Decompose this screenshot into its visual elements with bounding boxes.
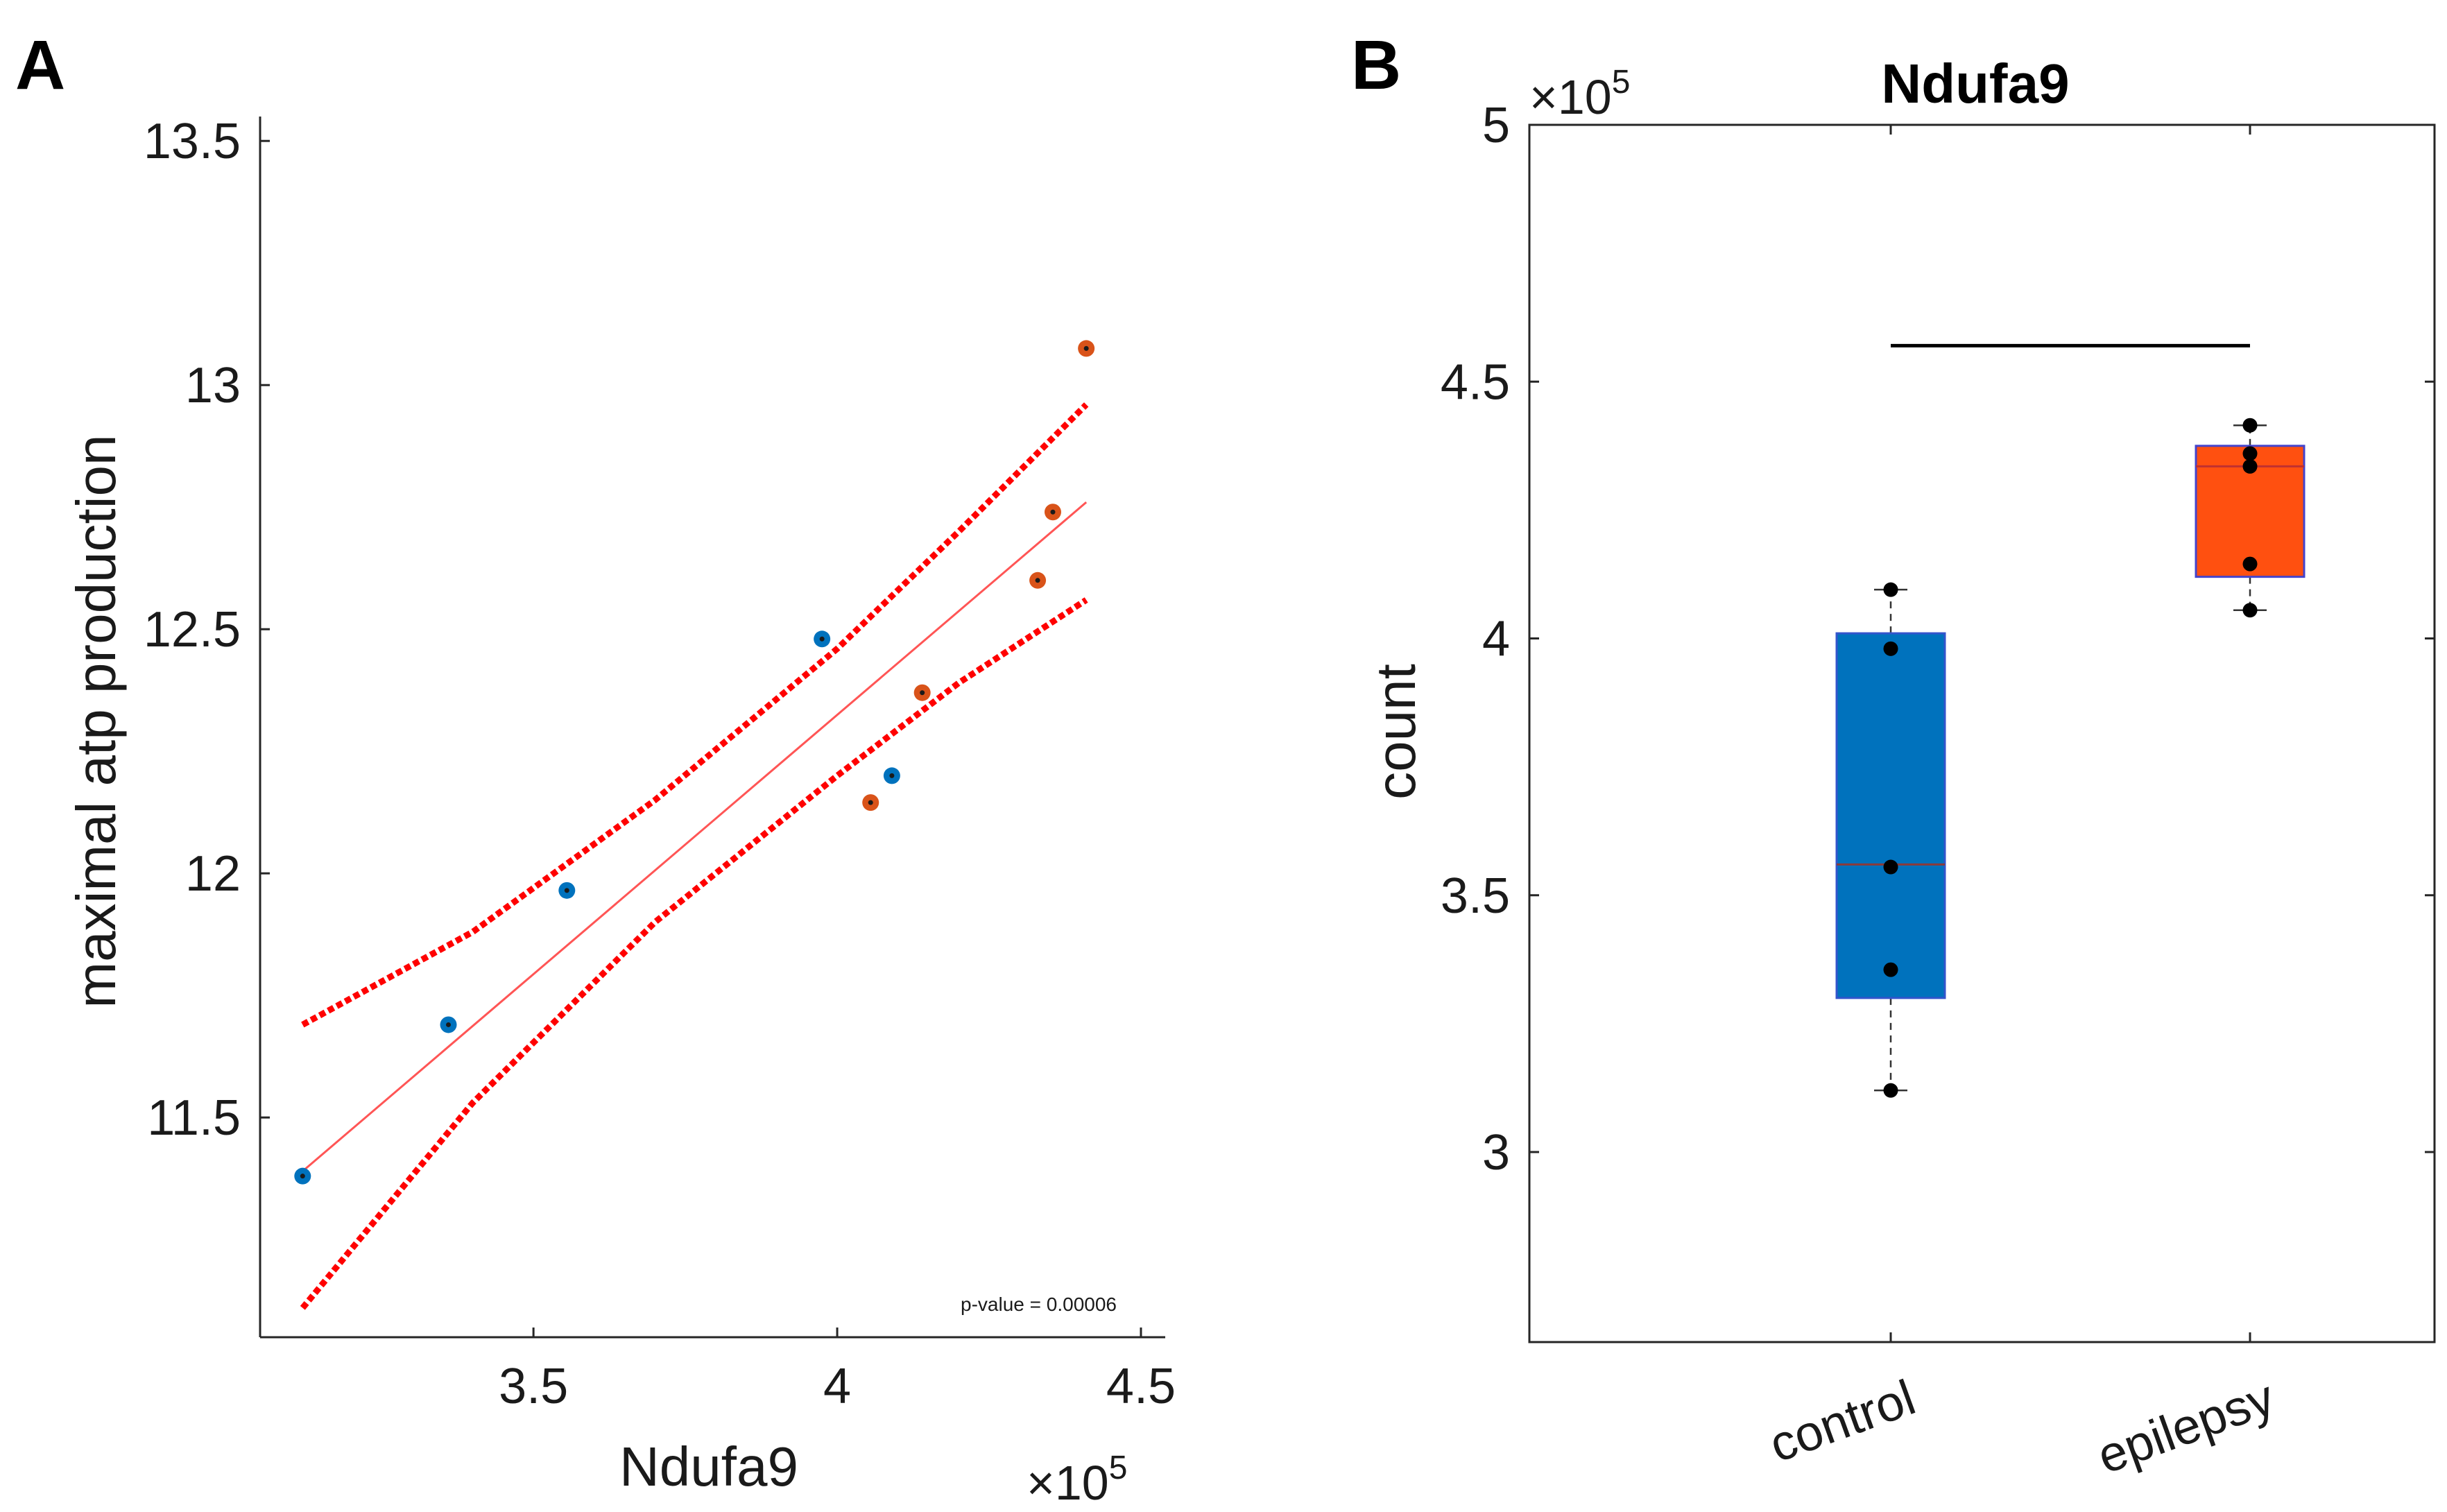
- box-data-point: [2242, 418, 2258, 433]
- panel-label-a: A: [15, 26, 65, 104]
- box-elements: [1835, 343, 2306, 1092]
- scatter-x-tick-label: 4.5: [1106, 1359, 1176, 1414]
- box-axes-frame: [1528, 123, 2436, 1343]
- box-y-tick-label: 3: [1482, 1125, 1510, 1180]
- box-category-label: control: [1762, 1370, 1922, 1473]
- box-data-point: [2242, 446, 2258, 461]
- scatter-point-center: [1035, 578, 1040, 583]
- scatter-point-center: [1050, 509, 1056, 515]
- scatter-point-center: [819, 636, 825, 642]
- fit-line: [302, 501, 1088, 1172]
- box-category-label: epilepsy: [2090, 1370, 2282, 1485]
- box-y-multiplier-base: ×10: [1529, 70, 1612, 124]
- scatter-y-tick-label: 12.5: [144, 602, 241, 658]
- scatter-point-center: [1083, 345, 1089, 351]
- scatter-point-center: [868, 800, 873, 805]
- regression-line: [302, 501, 1088, 1172]
- box-data-point: [1883, 582, 1898, 597]
- scatter-y-tick-label: 12: [185, 846, 241, 902]
- box-points: [1883, 418, 2258, 1098]
- box-data-point: [2242, 603, 2258, 618]
- scatter-point-center: [889, 773, 895, 778]
- scatter-axes: [259, 117, 1165, 1339]
- scatter-points: [294, 340, 1095, 1185]
- box-y-tick-label: 4.5: [1441, 354, 1510, 410]
- p-value-annotation: p-value = 0.00006: [961, 1294, 1117, 1315]
- scatter-point-center: [564, 888, 569, 893]
- scatter-x-multiplier: ×105: [1027, 1450, 1127, 1510]
- scatter-point-center: [300, 1174, 305, 1179]
- box-data-point: [2242, 556, 2258, 572]
- box-chart-title: Ndufa9: [1881, 53, 2069, 114]
- box-data-point: [2242, 458, 2258, 474]
- scatter-y-tick-label: 13.5: [144, 114, 241, 169]
- box-y-tick-label: 3.5: [1441, 868, 1510, 924]
- scatter-x-tick-label: 4: [823, 1359, 851, 1414]
- panel-label-b: B: [1351, 26, 1401, 104]
- box-data-point: [1883, 859, 1898, 875]
- scatter-chart: 3.5 4 4.5 11.5 12 12.5 13 13.5 Ndufa9 maximal a…: [65, 114, 1176, 1510]
- scatter-y-axis-label: maximal atp production: [65, 434, 127, 1008]
- scatter-x-multiplier-exp: 5: [1109, 1450, 1128, 1486]
- box-chart: Ndufa9 3 3.5 4 4.5 5 control epilepsy count ×1…: [1365, 53, 2436, 1485]
- box-data-point: [1883, 1083, 1898, 1098]
- box-control: [1835, 632, 1946, 999]
- box-y-tick-label: 5: [1482, 98, 1510, 153]
- box-y-multiplier-exp: 5: [1612, 64, 1631, 101]
- scatter-y-tick-label: 11.5: [147, 1090, 241, 1146]
- scatter-x-tick-label: 3.5: [499, 1359, 568, 1414]
- box-y-tick-label: 4: [1482, 612, 1510, 667]
- scatter-point-center: [446, 1022, 452, 1027]
- scatter-tick-labels: 3.5 4 4.5 11.5 12 12.5 13 13.5: [144, 114, 1176, 1414]
- box-data-point: [1883, 641, 1898, 656]
- scatter-x-axis-label: Ndufa9: [619, 1436, 798, 1497]
- box-y-axis-label: count: [1365, 664, 1427, 800]
- box-y-multiplier: ×105: [1529, 64, 1630, 124]
- scatter-y-tick-label: 13: [185, 358, 241, 413]
- box-data-point: [1883, 962, 1898, 977]
- confidence-bound-upper: [301, 402, 1089, 1028]
- confidence-bounds: [300, 402, 1089, 1310]
- box-axes: [1528, 123, 2436, 1343]
- scatter-point-center: [920, 690, 925, 696]
- confidence-bound-lower: [300, 597, 1088, 1310]
- scatter-x-multiplier-base: ×10: [1027, 1456, 1109, 1510]
